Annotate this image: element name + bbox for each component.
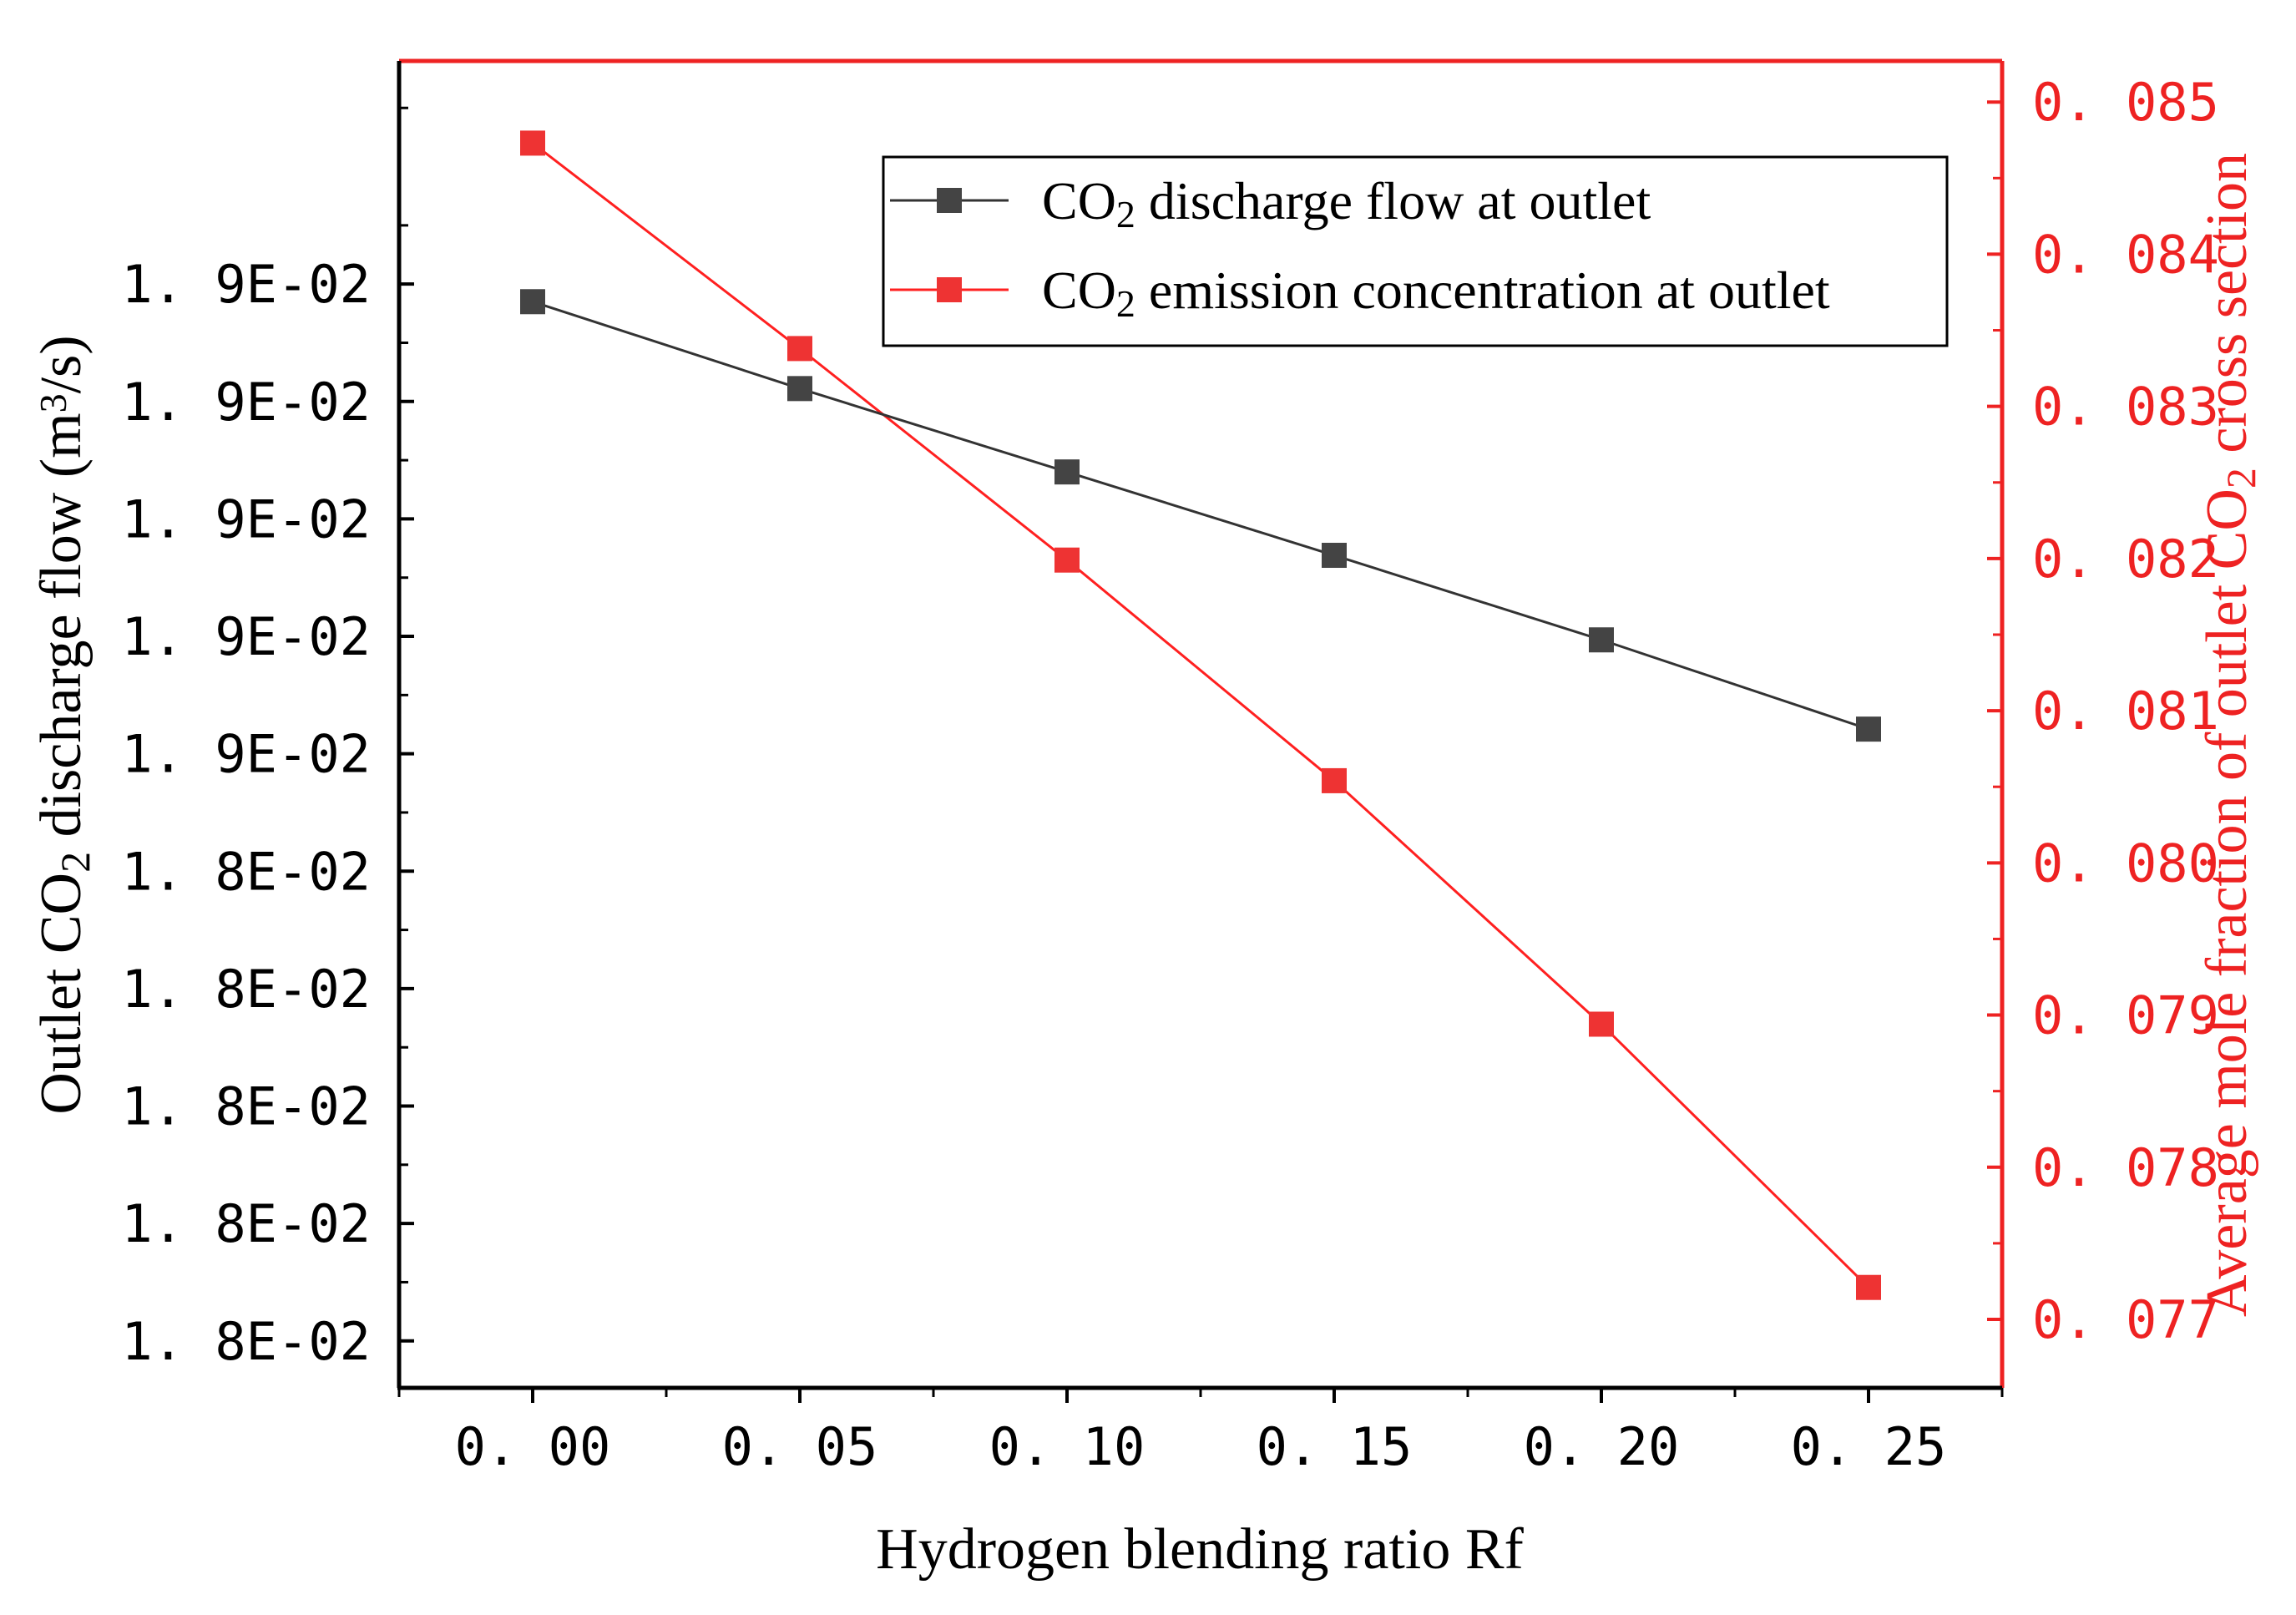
data-point-concentration (787, 336, 812, 362)
left-axis-ticks: 1. 8E-02 1. 8E-02 1. 8E-02 1. 8E-02 1. 8E-02… (121, 106, 414, 1372)
data-point-flow (1589, 627, 1614, 653)
left-y-title-sup: 3 (32, 393, 74, 413)
x-tick-label: 0. 25 (1791, 1416, 1947, 1477)
legend-label-flow: CO2 discharge flow at outlet (1042, 171, 1651, 235)
right-tick-label: 0. 078 (2032, 1137, 2219, 1198)
x-axis-ticks: 0. 00 0. 05 0. 10 0. 15 0. 20 0. 25 (397, 1388, 2004, 1477)
x-tick-label: 0. 10 (989, 1416, 1145, 1477)
left-tick-label: 1. 8E-02 (121, 1311, 371, 1372)
right-tick-label: 0. 077 (2032, 1289, 2219, 1350)
x-tick-label: 0. 15 (1257, 1416, 1413, 1477)
right-y-title-sub: 2 (2218, 468, 2264, 489)
legend-box (882, 155, 1949, 347)
right-tick-label: 0. 084 (2032, 224, 2219, 285)
left-y-axis-title: Outlet CO2 discharge flow (m3/s) (29, 335, 99, 1114)
right-tick-label: 0. 083 (2032, 377, 2219, 438)
right-tick-label: 0. 080 (2032, 833, 2219, 894)
series-line-flow (532, 300, 1869, 731)
left-y-title-pre: Outlet CO (29, 873, 94, 1115)
data-point-concentration (1589, 1011, 1614, 1037)
right-y-title-post: cross section (2195, 153, 2259, 468)
data-point-concentration (1322, 767, 1347, 793)
legend-label-concentration: CO2 emission concentration at outlet (1042, 261, 1830, 325)
data-point-flow (787, 376, 812, 402)
data-point-concentration (1856, 1274, 1881, 1300)
left-tick-label: 1. 8E-02 (121, 959, 371, 1020)
data-point-concentration (1054, 547, 1080, 573)
legend-marker-flow (937, 188, 962, 213)
data-point-flow (520, 289, 545, 315)
right-tick-label: 0. 079 (2032, 985, 2219, 1046)
left-tick-label: 1. 8E-02 (121, 1076, 371, 1137)
right-axis-ticks: 0. 077 0. 078 0. 079 0. 080 0. 081 0. 082 0. 0… (1987, 72, 2219, 1350)
right-y-axis-title: Average mole fraction of outlet CO2 cros… (2195, 153, 2264, 1317)
data-point-flow (1054, 459, 1080, 485)
left-tick-label: 1. 9E-02 (121, 489, 371, 549)
series-line-concentration (532, 142, 1870, 1288)
left-tick-label: 1. 9E-02 (121, 254, 371, 315)
left-tick-label: 1. 8E-02 (121, 1193, 371, 1254)
left-tick-label: 1. 9E-02 (121, 606, 371, 667)
x-tick-label: 0. 20 (1524, 1416, 1680, 1477)
left-tick-label: 1. 9E-02 (121, 372, 371, 433)
left-tick-label: 1. 8E-02 (121, 841, 371, 902)
x-tick-label: 0. 05 (722, 1416, 878, 1477)
left-y-title-sub: 2 (52, 852, 99, 873)
right-tick-label: 0. 082 (2032, 529, 2219, 590)
left-y-title-post: /s) (29, 335, 94, 393)
right-y-title-pre: Average mole fraction of outlet CO (2195, 489, 2259, 1317)
legend: CO2 discharge flow at outlet CO2 emissio… (882, 155, 1949, 347)
data-point-flow (1856, 716, 1881, 742)
left-tick-label: 1. 9E-02 (121, 724, 371, 785)
right-tick-label: 0. 085 (2032, 72, 2219, 133)
x-axis-title: Hydrogen blending ratio Rf (876, 1517, 1524, 1582)
data-point-flow (1322, 543, 1347, 569)
x-tick-label: 0. 00 (455, 1416, 611, 1477)
left-y-title-mid: discharge flow (m (29, 413, 94, 852)
legend-marker-concentration (937, 277, 962, 302)
series-layer (520, 130, 1881, 1300)
data-point-concentration (520, 130, 545, 156)
right-tick-label: 0. 081 (2032, 681, 2219, 742)
